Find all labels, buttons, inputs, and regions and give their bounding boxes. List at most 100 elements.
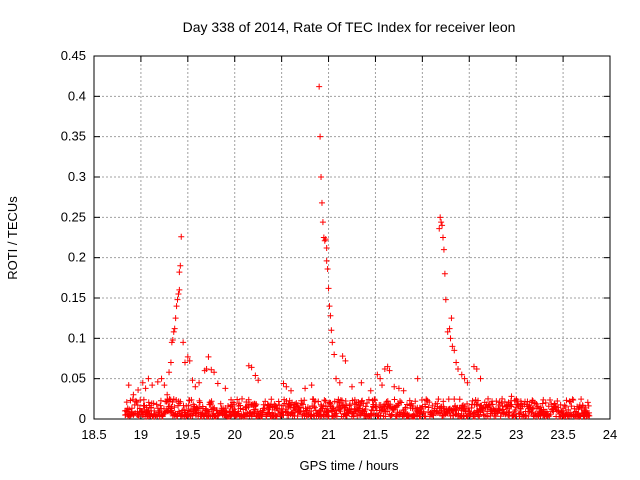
roti-point <box>451 347 458 354</box>
roti-point <box>129 396 136 403</box>
roti-point <box>566 398 573 405</box>
roti-point <box>512 407 519 414</box>
roti-point <box>248 364 255 371</box>
roti-point <box>280 380 287 387</box>
roti-point <box>174 296 181 303</box>
roti-point <box>391 396 398 403</box>
roti-point <box>517 398 524 405</box>
roti-point <box>554 398 561 405</box>
roti-point <box>149 382 156 389</box>
roti-point <box>125 382 132 389</box>
roti-point <box>569 396 576 403</box>
roti-point <box>173 303 180 310</box>
roti-point <box>508 401 515 408</box>
roti-point <box>211 369 218 376</box>
roti-point <box>273 413 280 420</box>
roti-point <box>275 398 282 405</box>
roti-point <box>342 398 349 405</box>
roti-point <box>158 375 165 382</box>
roti-point <box>311 403 318 410</box>
roti-point <box>426 399 433 406</box>
y-tick-label: 0 <box>79 411 86 426</box>
roti-point <box>311 399 318 406</box>
roti-point <box>436 225 443 232</box>
roti-point <box>448 315 455 322</box>
roti-point <box>318 199 325 206</box>
roti-point <box>297 404 304 411</box>
roti-point <box>509 412 516 419</box>
roti-point <box>301 397 308 404</box>
roti-point <box>348 405 355 412</box>
roti-point <box>357 401 364 408</box>
y-tick-label: 0.15 <box>61 290 86 305</box>
roti-point <box>435 396 442 403</box>
roti-point <box>177 398 184 405</box>
roti-point <box>364 400 371 407</box>
roti-point <box>171 325 178 332</box>
roti-point <box>308 382 315 389</box>
roti-point <box>570 396 577 403</box>
roti-point <box>442 296 449 303</box>
roti-point <box>371 397 378 404</box>
roti-point <box>455 365 462 372</box>
roti-point <box>393 403 400 410</box>
roti-point <box>358 379 365 386</box>
roti-point <box>161 382 168 389</box>
roti-point <box>176 269 183 276</box>
roti-point <box>422 403 429 410</box>
roti-point <box>585 402 592 409</box>
roti-point <box>524 398 531 405</box>
roti-point <box>185 402 192 409</box>
y-tick-label: 0.4 <box>68 88 86 103</box>
roti-point <box>414 375 421 382</box>
roti-point <box>468 405 475 412</box>
y-tick-label: 0.25 <box>61 209 86 224</box>
roti-point <box>453 359 460 366</box>
roti-point <box>542 399 549 406</box>
roti-point <box>217 400 224 407</box>
roti-data-points <box>121 83 593 420</box>
roti-point <box>322 398 329 405</box>
roti-point <box>349 383 355 390</box>
roti-point <box>438 219 445 226</box>
roti-point <box>145 375 152 382</box>
roti-point <box>130 391 137 398</box>
roti-point <box>203 365 210 372</box>
roti-point <box>135 413 142 420</box>
y-axis-label: ROTI / TECUs <box>5 196 20 280</box>
roti-point <box>237 405 244 412</box>
x-tick-label: 21.5 <box>363 427 388 442</box>
roti-point <box>367 387 374 394</box>
roti-point <box>365 396 372 403</box>
roti-point <box>440 234 447 241</box>
roti-point <box>189 377 196 384</box>
roti-point <box>178 233 185 240</box>
roti-point <box>166 369 173 376</box>
roti-point <box>239 395 246 402</box>
x-tick-label: 19 <box>134 427 148 442</box>
roti-point <box>525 412 532 419</box>
roti-point <box>458 371 465 378</box>
roti-point <box>318 174 325 180</box>
roti-point <box>288 387 295 394</box>
roti-point <box>167 359 174 366</box>
roti-point <box>377 375 384 382</box>
roti-point <box>302 385 309 392</box>
roti-point <box>300 401 307 408</box>
roti-point <box>489 401 496 408</box>
roti-point <box>196 399 203 406</box>
x-tick-label: 23.5 <box>550 427 575 442</box>
x-tick-label: 20.5 <box>269 427 294 442</box>
roti-point <box>135 386 142 393</box>
roti-point <box>418 397 425 404</box>
grid-lines <box>94 56 610 419</box>
roti-point <box>253 401 260 408</box>
roti-point <box>477 375 484 382</box>
roti-point <box>188 396 195 403</box>
roti-point <box>382 413 389 420</box>
roti-point <box>150 400 157 407</box>
roti-point <box>395 385 402 392</box>
roti-point <box>497 413 504 420</box>
roti-point <box>154 378 161 385</box>
